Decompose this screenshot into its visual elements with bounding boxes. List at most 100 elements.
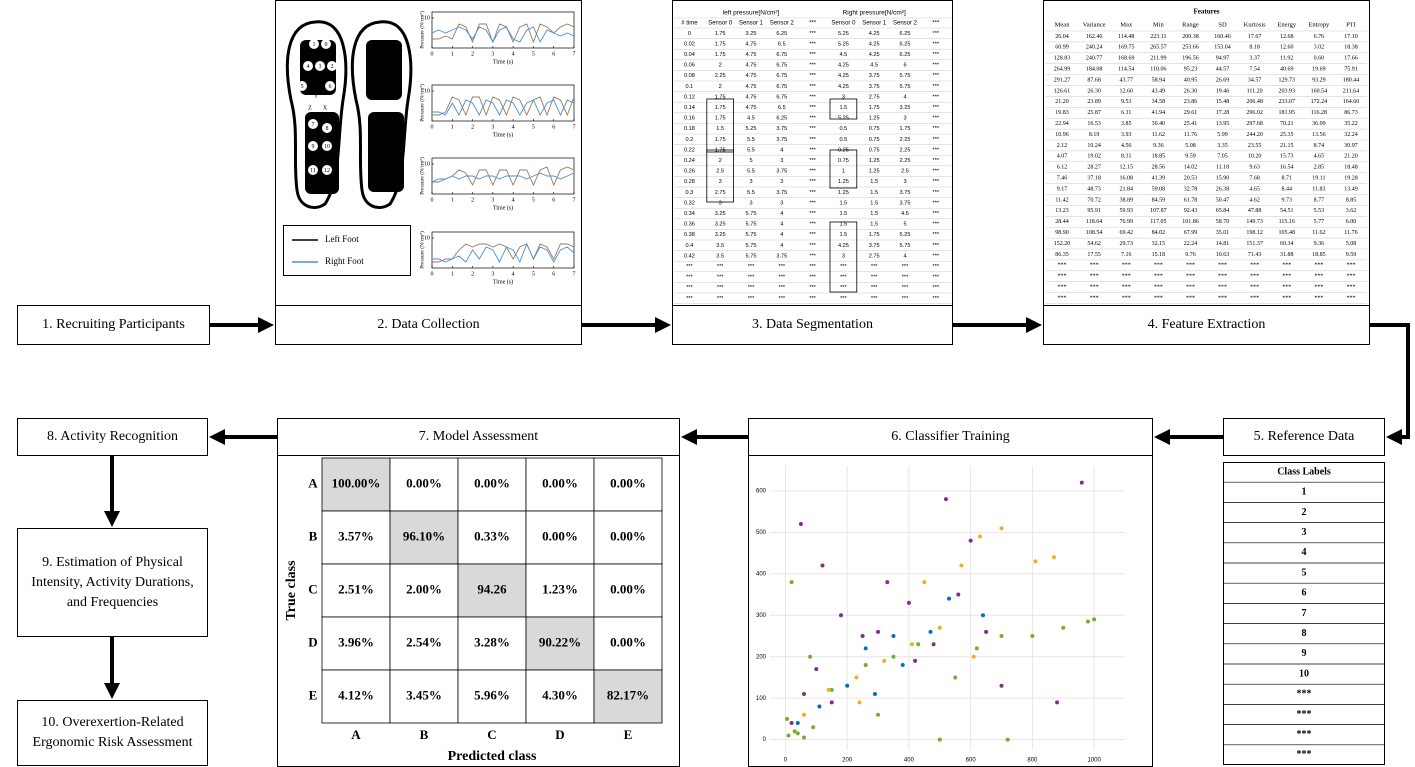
table-cell: 10.63 bbox=[1216, 252, 1230, 258]
table-cell: 12.68 bbox=[1280, 34, 1294, 40]
table-cell: 114.54 bbox=[1118, 67, 1134, 73]
scatter-point bbox=[978, 534, 982, 538]
table-cell: 4.25 bbox=[838, 243, 849, 249]
row-label: D bbox=[308, 634, 317, 649]
column-label: D bbox=[555, 727, 564, 742]
table-cell: *** bbox=[809, 147, 816, 153]
table-cell: 87.68 bbox=[1087, 77, 1101, 83]
table-cell: *** bbox=[779, 264, 786, 270]
table-cell: 9.59 bbox=[1346, 252, 1357, 258]
class-label: 2 bbox=[1302, 507, 1307, 518]
table-cell: *** bbox=[902, 264, 909, 270]
table-cell: *** bbox=[933, 296, 940, 302]
table-cell: 169.75 bbox=[1118, 45, 1135, 51]
row-label: E bbox=[309, 687, 318, 702]
class-label: 3 bbox=[1302, 527, 1307, 538]
table-cell: *** bbox=[809, 243, 816, 249]
table-cell: *** bbox=[871, 285, 878, 291]
table-cell: 6.76 bbox=[1314, 34, 1325, 40]
table-cell: 0.04 bbox=[684, 52, 695, 58]
table-cell: 172.24 bbox=[1311, 99, 1328, 105]
table-cell: 19.69 bbox=[1312, 67, 1326, 73]
matrix-value: 0.00% bbox=[610, 581, 646, 596]
x-tick-label: 7 bbox=[573, 51, 576, 57]
table-cell: 3.25 bbox=[715, 211, 726, 217]
table-cell: 0.16 bbox=[684, 116, 695, 122]
table-cell: *** bbox=[1282, 263, 1291, 269]
table-cell: 61.78 bbox=[1184, 197, 1198, 203]
table-cell: *** bbox=[809, 126, 816, 132]
table-cell: 4 bbox=[780, 222, 783, 228]
row-label: B bbox=[309, 528, 318, 543]
table-cell: 6.00 bbox=[1346, 219, 1357, 225]
scatter-point bbox=[864, 663, 868, 667]
table-cell: 9.76 bbox=[1185, 252, 1196, 258]
table-cell: 223.11 bbox=[1150, 34, 1166, 40]
table-cell: *** bbox=[1090, 285, 1099, 291]
table-cell: 60.34 bbox=[1280, 241, 1294, 247]
table-cell: 7.68 bbox=[1249, 176, 1260, 182]
table-cell: *** bbox=[717, 275, 724, 281]
class-label: *** bbox=[1297, 709, 1312, 720]
table-cell: 116.28 bbox=[1311, 110, 1327, 116]
group-header: left pressure[N/cm²] bbox=[723, 10, 780, 17]
table-cell: 1.5 bbox=[840, 105, 848, 111]
table-cell: 67.99 bbox=[1184, 230, 1198, 236]
table-cell: *** bbox=[902, 285, 909, 291]
table-cell: 18.85 bbox=[1152, 154, 1166, 160]
table-cell: 4.5 bbox=[901, 211, 909, 217]
table-cell: 8.74 bbox=[1314, 143, 1325, 149]
table-cell: 1.75 bbox=[715, 52, 726, 58]
table-cell: *** bbox=[809, 52, 816, 58]
table-cell: 9.17 bbox=[1057, 186, 1068, 192]
table-cell: 4.65 bbox=[1249, 186, 1260, 192]
table-cell: *** bbox=[1090, 263, 1099, 269]
table-cell: *** bbox=[840, 264, 847, 270]
table-cell: 9.36 bbox=[1153, 143, 1164, 149]
table-cell: 7.54 bbox=[1249, 67, 1260, 73]
x-tick-label: 1000 bbox=[1087, 758, 1101, 764]
scatter-point bbox=[956, 593, 960, 597]
table-cell: *** bbox=[809, 190, 816, 196]
x-axis-label: Time (s) bbox=[493, 278, 513, 285]
table-cell: 2.25 bbox=[900, 158, 911, 164]
table-cell: 2.25 bbox=[715, 73, 726, 79]
table-cell: 6.25 bbox=[776, 116, 787, 122]
scatter-point bbox=[901, 663, 905, 667]
table-cell: *** bbox=[809, 84, 816, 90]
class-label: 1 bbox=[1302, 487, 1307, 498]
column-header: Energy bbox=[1277, 21, 1296, 28]
class-label: 7 bbox=[1302, 608, 1307, 619]
scatter-point bbox=[975, 646, 979, 650]
table-cell: 0.4 bbox=[686, 243, 694, 249]
table-cell: *** bbox=[1218, 274, 1227, 280]
matrix-value: 1.23% bbox=[542, 581, 578, 596]
scatter-point bbox=[1061, 626, 1065, 630]
column-header: Sensor 0 bbox=[708, 21, 733, 27]
matrix-value: 0.00% bbox=[474, 475, 510, 490]
table-cell: *** bbox=[902, 296, 909, 302]
table-cell: 58.94 bbox=[1152, 77, 1166, 83]
scatter-point bbox=[959, 564, 963, 568]
table-cell: 32.78 bbox=[1184, 186, 1198, 192]
scatter-point bbox=[876, 630, 880, 634]
table-cell: *** bbox=[809, 222, 816, 228]
table-cell: 26.30 bbox=[1184, 88, 1198, 94]
matrix-value: 3.28% bbox=[474, 634, 510, 649]
table-cell: 126.61 bbox=[1054, 88, 1071, 94]
x-tick-label: 3 bbox=[491, 124, 494, 130]
table-cell: 31.88 bbox=[1280, 252, 1294, 258]
x-tick-label: 7 bbox=[573, 271, 576, 277]
table-cell: 5.75 bbox=[746, 232, 757, 238]
table-cell: 76.99 bbox=[1120, 219, 1134, 225]
table-cell: *** bbox=[1058, 295, 1067, 301]
table-cell: 4.25 bbox=[869, 41, 880, 47]
table-cell: 2.75 bbox=[715, 190, 726, 196]
table-cell: 6.11 bbox=[1121, 110, 1131, 116]
table-cell: 60.99 bbox=[1055, 45, 1069, 51]
table-cell: 20.53 bbox=[1184, 176, 1198, 182]
table-cell: 5.08 bbox=[1346, 241, 1357, 247]
y-axis-label: Pressure (N/cm²) bbox=[418, 157, 425, 195]
table-cell: 8.85 bbox=[1346, 197, 1357, 203]
class-label: *** bbox=[1297, 749, 1312, 760]
